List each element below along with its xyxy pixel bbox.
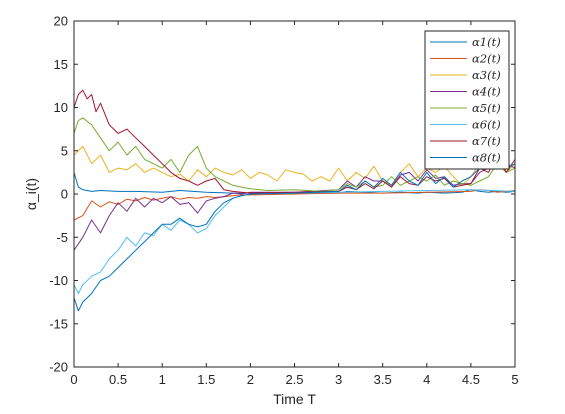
x-tick-label: 0.5 bbox=[109, 372, 127, 387]
x-tick-label: 1.5 bbox=[197, 372, 215, 387]
y-tick-label: 10 bbox=[54, 100, 68, 115]
y-tick-label: 20 bbox=[54, 14, 68, 29]
y-tick-label: 5 bbox=[61, 143, 68, 158]
series-layer bbox=[73, 89, 516, 312]
legend-entry: α1(t) bbox=[472, 35, 501, 49]
legend-entry: α4(t) bbox=[472, 85, 501, 99]
x-tick-label: 2.5 bbox=[285, 372, 303, 387]
x-axis-label: Time T bbox=[273, 391, 316, 407]
series-line-7 bbox=[73, 89, 516, 194]
legend-entry: α6(t) bbox=[472, 118, 501, 132]
y-tick-label: -10 bbox=[49, 273, 68, 288]
legend-entry: α5(t) bbox=[472, 101, 501, 115]
y-tick-label: 15 bbox=[54, 57, 68, 72]
x-tick-label: 2 bbox=[247, 372, 254, 387]
legend-entry: α2(t) bbox=[472, 52, 501, 66]
y-tick-label: 0 bbox=[61, 187, 68, 202]
y-tick-label: -20 bbox=[49, 360, 68, 375]
x-tick-label: 3 bbox=[335, 372, 342, 387]
legend: α1(t) α2(t) α3(t) α4(t) α5(t) α6(t) α7(t) α8(t) bbox=[424, 30, 510, 170]
series-line-2 bbox=[73, 189, 516, 221]
series-line-8 bbox=[73, 158, 516, 312]
x-tick-label: 4.5 bbox=[462, 372, 480, 387]
x-tick-label: 4 bbox=[423, 372, 430, 387]
y-tick-label: -5 bbox=[56, 230, 68, 245]
x-tick-label: 3.5 bbox=[374, 372, 392, 387]
y-tick-label: -15 bbox=[49, 316, 68, 331]
y-axis: -20 -15 -10 -5 0 5 10 15 20 bbox=[49, 14, 515, 375]
legend-entry: α7(t) bbox=[472, 134, 501, 148]
x-axis: 0 0.5 1 1.5 2 2.5 3 3.5 4 4.5 5 bbox=[70, 21, 519, 387]
x-tick-label: 0 bbox=[70, 372, 77, 387]
y-axis-label: α_i(t) bbox=[23, 178, 39, 210]
legend-entry: α3(t) bbox=[472, 68, 501, 82]
x-tick-label: 5 bbox=[511, 372, 518, 387]
x-tick-label: 1 bbox=[159, 372, 166, 387]
legend-entry: α8(t) bbox=[472, 151, 501, 165]
legend-box bbox=[424, 30, 510, 170]
